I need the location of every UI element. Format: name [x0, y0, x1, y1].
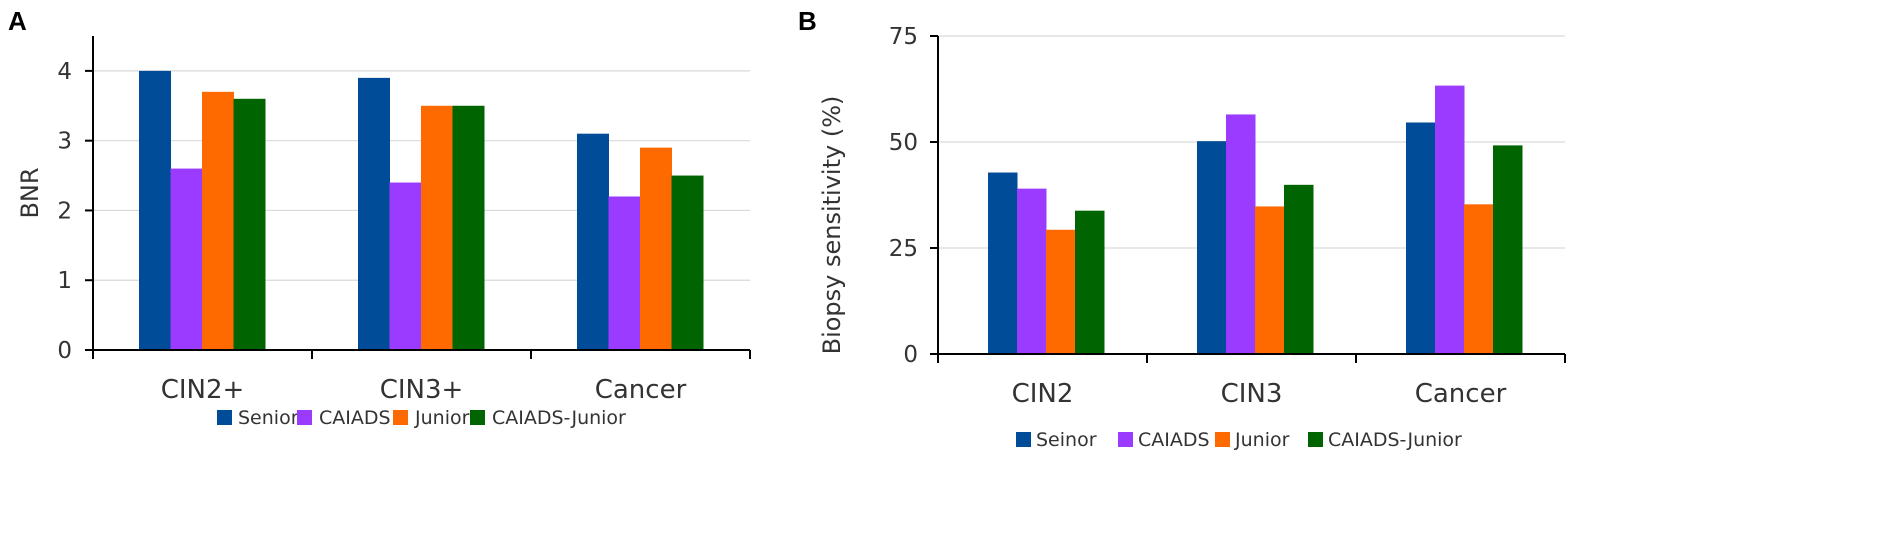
bar-caiads-cin3: CAIADS CIN3+: 2.4	[389, 182, 422, 350]
x-tick-label: Cancer	[595, 375, 687, 405]
bar-caiads-cin2: CAIADS CIN2: 39	[1017, 188, 1047, 354]
y-tick-label: 25	[889, 236, 918, 262]
panel-label: A	[8, 6, 27, 36]
x-tick-label: CIN2+	[161, 375, 245, 405]
legend-label-caiads-junior: CAIADS-Junior	[492, 407, 626, 429]
bar-junior-cin2: Junior CIN2: 29.3	[1046, 229, 1076, 354]
bar-caiads-junior-cin3: CAIADS-Junior CIN3+: 3.5	[452, 105, 485, 351]
legend-label-caiads: CAIADS	[1138, 429, 1210, 451]
legend-label-senior: Senior	[238, 407, 299, 429]
legend-swatch-seinor	[1016, 432, 1031, 447]
y-axis-title: BNR	[16, 167, 44, 218]
bar-junior-cancer: Junior Cancer: 35.3	[1464, 204, 1494, 354]
bar-caiads-junior-cin2: CAIADS-Junior CIN2: 33.8	[1075, 210, 1105, 354]
y-tick-label: 75	[889, 24, 918, 50]
legend-swatch-junior	[1215, 432, 1230, 447]
bar-caiads-junior-cancer: CAIADS-Junior Cancer: 2.5	[671, 175, 704, 350]
bar-senior-cin3: Senior CIN3+: 3.9	[358, 77, 390, 350]
bar-junior-cancer: Junior Cancer: 2.9	[640, 147, 672, 350]
bar-senior-cancer: Senior Cancer: 3.1	[577, 133, 609, 350]
bar-caiads-junior-cin3: CAIADS-Junior CIN3: 39.9	[1284, 184, 1314, 354]
y-tick-label: 4	[57, 59, 72, 85]
legend-label-caiads-junior: CAIADS-Junior	[1328, 429, 1462, 451]
bar-caiads-junior-cancer: CAIADS-Junior Cancer: 49.2	[1493, 145, 1523, 354]
legend-swatch-caiads-junior	[470, 410, 485, 425]
legend-swatch-senior	[217, 410, 232, 425]
legend: Seinor CAIADS Junior CAIADS-Junior	[1016, 429, 1462, 451]
bar-seinor-cin3: Seinor CIN3: 50.2	[1197, 141, 1227, 354]
legend-label-seinor: Seinor	[1036, 429, 1097, 451]
bar-senior-cin2: Senior CIN2+: 4	[139, 70, 171, 350]
bar-seinor-cancer: Seinor Cancer: 54.6	[1406, 122, 1436, 354]
x-tick-label: CIN3	[1221, 379, 1283, 409]
legend-swatch-caiads-junior	[1308, 432, 1323, 447]
bar-junior-cin3: Junior CIN3: 34.8	[1255, 206, 1285, 354]
panel-label: B	[798, 6, 817, 36]
bar-junior-cin3: Junior CIN3+: 3.5	[421, 105, 453, 351]
legend-swatch-caiads	[1118, 432, 1133, 447]
legend-label-junior: Junior	[1234, 429, 1290, 451]
bar-caiads-cancer: CAIADS Cancer: 2.2	[608, 196, 641, 350]
y-tick-label: 50	[889, 130, 918, 156]
x-tick-label: CIN3+	[380, 375, 464, 405]
legend-swatch-caiads	[297, 410, 312, 425]
legend: Senior CAIADS Junior CAIADS-Junior	[217, 407, 626, 429]
legend-label-junior: Junior	[414, 407, 470, 429]
y-tick-label: 0	[903, 342, 918, 368]
legend-label-caiads: CAIADS	[319, 407, 391, 429]
legend-swatch-junior	[393, 410, 408, 425]
bar-junior-cin2: Junior CIN2+: 3.7	[202, 91, 234, 351]
y-tick-label: 0	[57, 338, 72, 364]
x-tick-label: CIN2	[1012, 379, 1074, 409]
bar-caiads-cin3: CAIADS CIN3: 56.5	[1226, 114, 1256, 354]
bar-seinor-cin2: Seinor CIN2: 42.8	[988, 172, 1018, 354]
bar-caiads-cin2: CAIADS CIN2+: 2.6	[170, 168, 203, 350]
bar-caiads-cancer: CAIADS Cancer: 63.3	[1435, 85, 1465, 354]
x-tick-label: Cancer	[1415, 379, 1507, 409]
y-tick-label: 1	[57, 268, 72, 294]
y-tick-label: 2	[57, 198, 72, 224]
chart-panel-b: BSeinor CIN2: 42.8CAIADS CIN2: 39Junior …	[798, 6, 1566, 451]
y-axis-title: Biopsy sensitivity (%)	[818, 96, 846, 355]
chart-panel-a: ASenior CIN2+: 4CAIADS CIN2+: 2.6Junior …	[8, 6, 751, 429]
bar-caiads-junior-cin2: CAIADS-Junior CIN2+: 3.6	[233, 98, 266, 350]
y-tick-label: 3	[57, 129, 72, 155]
